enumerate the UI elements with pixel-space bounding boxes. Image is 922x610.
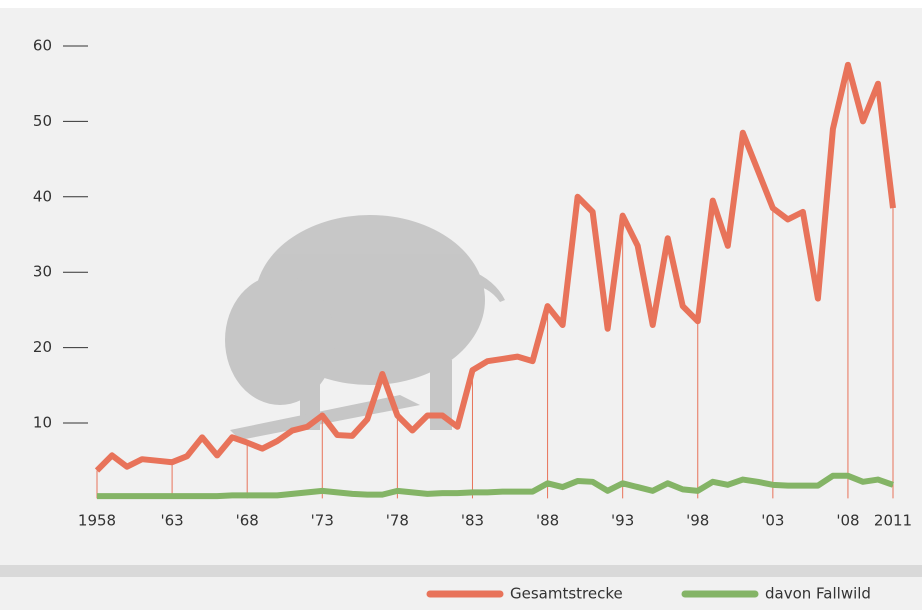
legend-label: davon Fallwild [765,585,871,603]
x-tick-label: 2011 [874,512,912,530]
x-tick-label: '73 [311,512,334,530]
y-tick-label: 10 [33,414,52,432]
plot-background [0,8,922,565]
x-tick-label: '78 [386,512,409,530]
x-tick-label: '88 [536,512,559,530]
y-tick-label: 30 [33,263,52,281]
y-tick-label: 40 [33,187,52,205]
x-tick-label: '68 [236,512,259,530]
x-tick-label: '83 [461,512,484,530]
y-tick-label: 60 [33,37,52,55]
x-tick-label: '08 [836,512,859,530]
divider [0,565,922,577]
x-tick-label: '63 [160,512,183,530]
series-line [97,472,894,500]
x-tick-label: 1958 [78,512,116,530]
x-tick-label: '93 [611,512,634,530]
x-tick-label: '03 [761,512,784,530]
y-tick-label: 20 [33,338,52,356]
x-tick-label: '98 [686,512,709,530]
series-line [94,61,896,473]
y-tick-label: 50 [33,112,52,130]
legend-label: Gesamtstrecke [510,585,623,603]
